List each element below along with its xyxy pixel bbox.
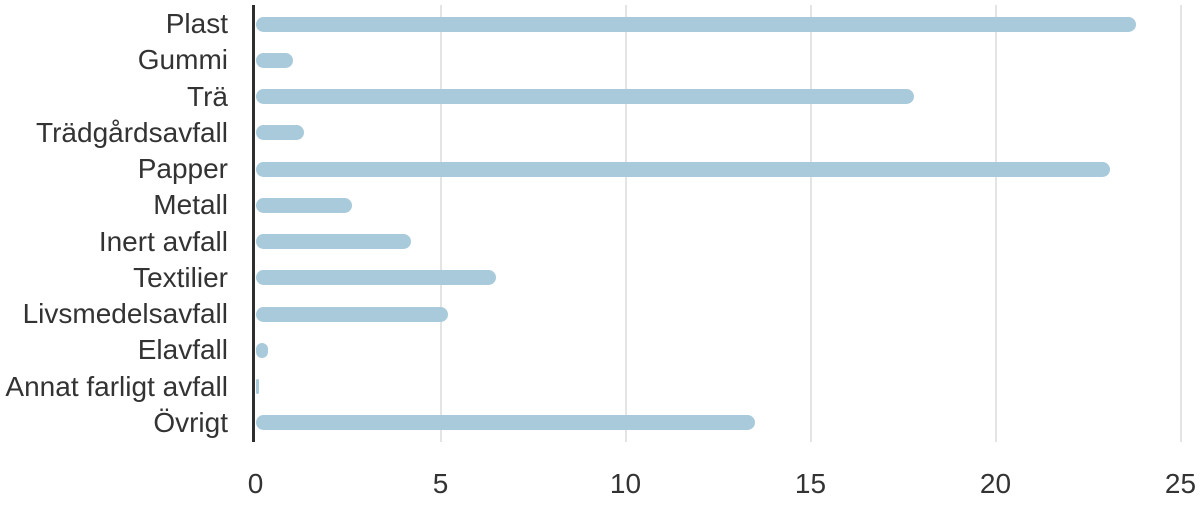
bar-inert-avfall	[255, 234, 411, 250]
bar-gummi	[255, 52, 293, 68]
gridline-x-10	[624, 5, 627, 442]
category-label: Elavfall	[137, 334, 228, 366]
y-axis-line	[252, 5, 255, 442]
bar-tr-dg-rdsavfall	[255, 125, 304, 141]
x-tick-label: 10	[609, 468, 642, 499]
bar-plast	[255, 16, 1137, 32]
bar-textilier	[255, 270, 496, 286]
x-tick-label: 15	[794, 468, 827, 499]
bar-elavfall	[255, 342, 269, 358]
gridline-x-15	[809, 5, 812, 442]
gridline-x-5	[439, 5, 442, 442]
category-label: Textilier	[133, 261, 228, 293]
bar-metall	[255, 197, 352, 213]
category-label: Övrigt	[153, 406, 228, 438]
category-label: Inert avfall	[98, 225, 228, 257]
category-label: Papper	[137, 153, 228, 185]
bar-annat-farligt-avfall	[255, 379, 260, 395]
x-tick-label: 5	[432, 468, 449, 499]
x-tick-label: 20	[979, 468, 1012, 499]
category-label: Trä	[187, 80, 228, 112]
category-label: Livsmedelsavfall	[22, 298, 228, 330]
category-label: Trädgårdsavfall	[36, 116, 228, 148]
bar-papper	[255, 161, 1111, 177]
category-label: Plast	[165, 8, 228, 40]
category-label: Gummi	[137, 44, 228, 76]
bar-tr-	[255, 89, 915, 105]
category-label: Annat farligt avfall	[5, 370, 228, 402]
gridline-x-25	[1179, 5, 1182, 442]
bar--vrigt	[255, 415, 755, 431]
x-tick-label: 0	[247, 468, 264, 499]
bar-livsmedelsavfall	[255, 306, 448, 322]
x-tick-label: 25	[1164, 468, 1197, 499]
gridline-x-20	[994, 5, 997, 442]
category-label: Metall	[153, 189, 228, 221]
